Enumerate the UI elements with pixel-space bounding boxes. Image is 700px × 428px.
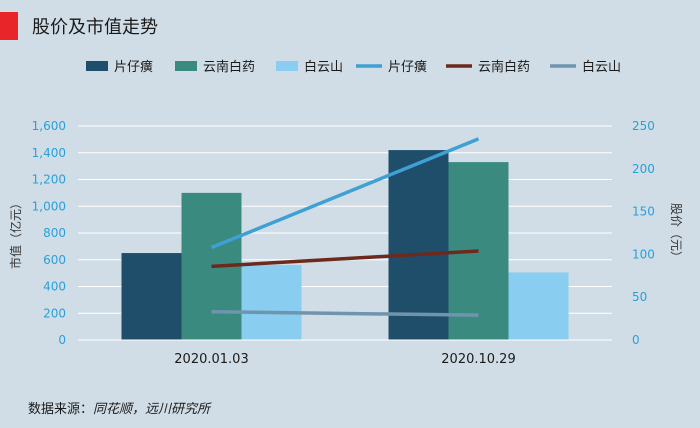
y2-tick-label: 200 (632, 162, 655, 176)
legend-label-5: 白云山 (582, 59, 621, 75)
y2-tick-label: 100 (632, 247, 655, 261)
bar-0-0 (121, 253, 182, 340)
legend-swatch-0 (86, 61, 108, 71)
y-tick-label: 1,200 (32, 173, 66, 187)
x-tick-label: 2020.01.03 (174, 352, 248, 367)
source-value: 同花顺，远川研究所 (93, 402, 211, 417)
bar-2-1 (508, 272, 569, 340)
legend-swatch-1 (175, 61, 197, 71)
y2-tick-label: 50 (632, 290, 647, 304)
y-tick-label: 800 (43, 226, 66, 240)
y-tick-label: 1,600 (32, 119, 66, 133)
legend-label-1: 云南白药 (203, 59, 255, 75)
chart-title: 股价及市值走势 (32, 17, 158, 38)
y-axis-title: 市值（亿元） (8, 197, 23, 269)
bar-0-1 (388, 150, 449, 340)
legend-label-0: 片仔癀 (114, 59, 153, 75)
y2-tick-label: 150 (632, 205, 655, 219)
y-tick-label: 1,400 (32, 146, 66, 160)
source-label: 数据来源： (28, 402, 94, 417)
legend-label-4: 云南白药 (478, 59, 530, 75)
legend-swatch-2 (276, 61, 298, 71)
series-line-1 (211, 249, 479, 269)
y-tick-label: 600 (43, 253, 66, 267)
y2-tick-label: 0 (632, 333, 640, 347)
title-accent-bar (0, 12, 18, 40)
y-tick-label: 400 (43, 280, 66, 294)
series-line-0 (210, 137, 480, 250)
y2-tick-label: 250 (632, 119, 655, 133)
source-note: 数据来源：同花顺，远川研究所 (28, 398, 210, 417)
y-tick-label: 0 (58, 333, 66, 347)
y-tick-label: 1,000 (32, 199, 66, 213)
legend-label-2: 白云山 (304, 59, 343, 75)
x-tick-label: 2020.10.29 (441, 352, 515, 367)
series-line-2 (211, 310, 479, 317)
y2-axis-title: 股价（元） (669, 203, 683, 263)
y-tick-label: 200 (43, 306, 66, 320)
legend-label-3: 片仔癀 (388, 59, 427, 75)
title-bar: 股价及市值走势 (0, 12, 158, 40)
bar-2-0 (241, 265, 302, 340)
